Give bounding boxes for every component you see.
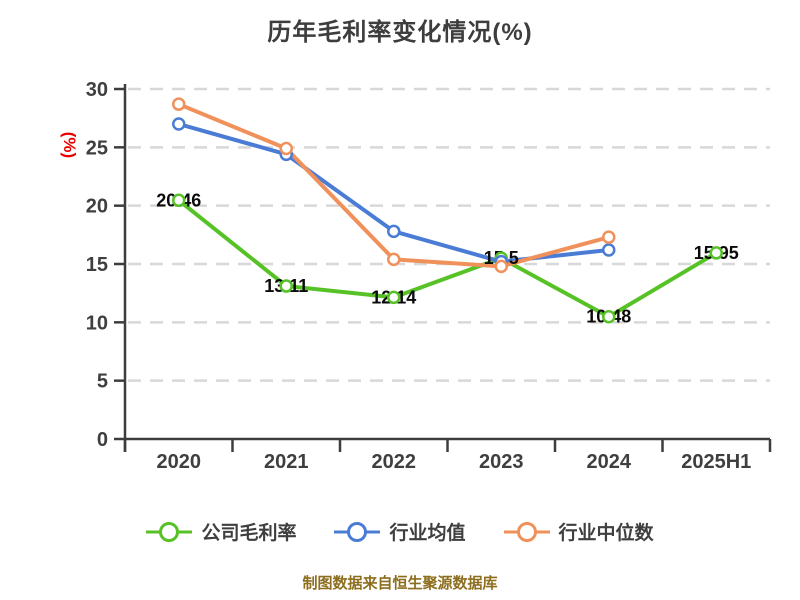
y-axis-name: (%)	[60, 132, 79, 158]
axes: 0 5 10 15 20 25 30 2020 2021 2022 2023 2024 2025H1	[86, 79, 772, 473]
y-axis-tick-label: 15	[86, 254, 108, 276]
series-2-marker	[602, 230, 616, 244]
series-0-marker	[172, 193, 186, 208]
legend-item-industry-mean[interactable]: 行业均值	[334, 518, 466, 545]
y-axis-tick-label: 25	[86, 137, 108, 159]
legend-item-company-margin[interactable]: 公司毛利率	[146, 518, 296, 545]
legend-label-industry-median: 行业中位数	[558, 523, 654, 544]
series-0-marker	[387, 290, 401, 305]
series-1-marker	[172, 117, 186, 131]
legend-label-company-margin: 公司毛利率	[201, 523, 297, 544]
series-2-marker	[172, 97, 186, 111]
gridlines	[128, 87, 770, 382]
series-1-marker	[387, 224, 401, 239]
legend-label-industry-mean: 行业均值	[389, 523, 466, 544]
series-1-marker	[602, 243, 616, 257]
x-axis-tick-label: 2024	[587, 451, 632, 473]
series-0-marker	[279, 279, 293, 293]
legend: 公司毛利率 行业均值 行业中位数	[0, 518, 800, 545]
legend-line-marker-icon	[503, 521, 550, 542]
series-0-marker	[602, 309, 616, 324]
y-axis-tick-label: 20	[86, 196, 108, 218]
series-line-0	[176, 198, 719, 319]
legend-item-industry-median[interactable]: 行业中位数	[503, 518, 654, 545]
legend-line-marker-icon	[146, 521, 193, 542]
series-2-marker	[279, 141, 293, 156]
series-0-marker	[709, 246, 723, 260]
series-line-1	[176, 122, 611, 264]
y-axis-tick-label: 30	[86, 79, 108, 101]
chart-title: 历年毛利率变化情况(%)	[267, 19, 533, 46]
x-axis-tick-label: 2020	[157, 451, 202, 473]
x-axis-tick-label: 2021	[264, 451, 309, 473]
series-2-marker	[387, 252, 401, 267]
y-axis-tick-label: 5	[97, 371, 108, 393]
series-line-2	[176, 102, 611, 269]
y-axis-tick-label: 0	[97, 429, 108, 451]
x-axis-tick-label: 2025H1	[681, 451, 751, 473]
x-axis-tick-label: 2022	[372, 451, 417, 473]
data-source-note: 制图数据来自恒生聚源数据库	[302, 575, 498, 592]
legend-line-marker-icon	[334, 521, 381, 542]
series-2-marker	[494, 259, 508, 274]
x-axis-tick-label: 2023	[479, 451, 524, 473]
y-axis-tick-label: 10	[86, 312, 108, 334]
